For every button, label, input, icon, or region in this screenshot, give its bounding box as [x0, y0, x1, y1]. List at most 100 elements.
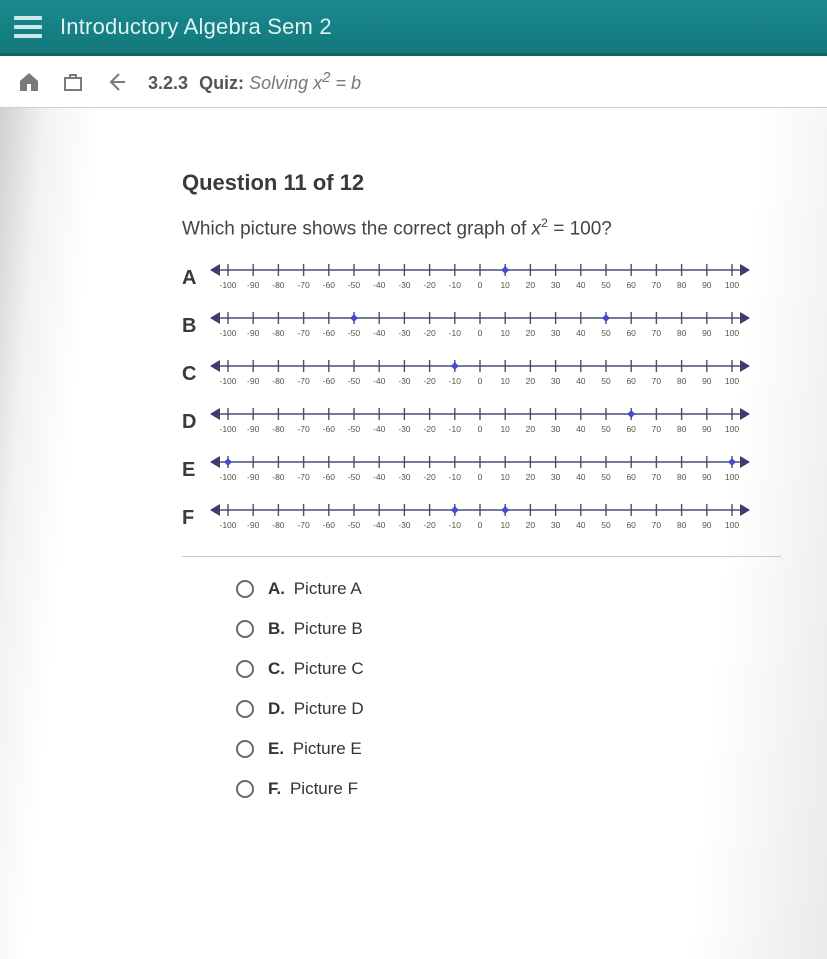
answer-option[interactable]: E. Picture E — [236, 739, 781, 759]
svg-text:90: 90 — [702, 376, 712, 386]
svg-text:70: 70 — [652, 328, 662, 338]
svg-text:60: 60 — [626, 280, 636, 290]
radio-icon[interactable] — [236, 700, 254, 718]
answer-options: A. Picture A B. Picture B C. Picture C D. P… — [182, 579, 781, 799]
svg-text:50: 50 — [601, 376, 611, 386]
svg-text:-40: -40 — [373, 328, 386, 338]
svg-text:40: 40 — [576, 520, 586, 530]
svg-text:10: 10 — [500, 520, 510, 530]
svg-text:-80: -80 — [272, 376, 285, 386]
svg-text:80: 80 — [677, 424, 687, 434]
home-icon[interactable] — [16, 69, 42, 95]
briefcase-icon[interactable] — [60, 69, 86, 95]
number-line: -100-90-80-70-60-50-40-30-20-10010203040… — [210, 498, 781, 538]
svg-text:-60: -60 — [323, 472, 336, 482]
svg-text:-50: -50 — [348, 280, 361, 290]
svg-text:-20: -20 — [423, 424, 436, 434]
svg-text:-30: -30 — [398, 376, 411, 386]
svg-text:20: 20 — [526, 424, 536, 434]
svg-text:-30: -30 — [398, 280, 411, 290]
svg-text:80: 80 — [677, 328, 687, 338]
answer-option[interactable]: B. Picture B — [236, 619, 781, 639]
svg-text:-40: -40 — [373, 424, 386, 434]
svg-text:90: 90 — [702, 424, 712, 434]
svg-text:-80: -80 — [272, 520, 285, 530]
number-line-row: B-100-90-80-70-60-50-40-30-20-1001020304… — [182, 306, 781, 346]
svg-text:-20: -20 — [423, 472, 436, 482]
svg-text:-100: -100 — [219, 280, 236, 290]
svg-text:60: 60 — [626, 520, 636, 530]
svg-text:70: 70 — [652, 424, 662, 434]
answer-option-label: A. Picture A — [268, 579, 362, 599]
question-content: Question 11 of 12 Which picture shows th… — [0, 108, 827, 959]
svg-text:-40: -40 — [373, 376, 386, 386]
svg-text:0: 0 — [478, 376, 483, 386]
radio-icon[interactable] — [236, 580, 254, 598]
back-arrow-icon[interactable] — [104, 69, 130, 95]
svg-text:100: 100 — [725, 472, 739, 482]
svg-text:-50: -50 — [348, 328, 361, 338]
svg-text:30: 30 — [551, 280, 561, 290]
svg-text:100: 100 — [725, 520, 739, 530]
answer-option[interactable]: D. Picture D — [236, 699, 781, 719]
svg-text:-50: -50 — [348, 472, 361, 482]
answer-option-label: C. Picture C — [268, 659, 364, 679]
svg-text:-90: -90 — [247, 520, 260, 530]
line-letter: C — [182, 363, 210, 386]
svg-text:10: 10 — [500, 280, 510, 290]
svg-text:-20: -20 — [423, 376, 436, 386]
svg-text:40: 40 — [576, 280, 586, 290]
svg-text:-90: -90 — [247, 328, 260, 338]
answer-option-label: B. Picture B — [268, 619, 363, 639]
number-line-row: F-100-90-80-70-60-50-40-30-20-1001020304… — [182, 498, 781, 538]
svg-text:20: 20 — [526, 328, 536, 338]
top-bar: Introductory Algebra Sem 2 — [0, 0, 827, 56]
answer-option-label: D. Picture D — [268, 699, 364, 719]
line-letter: B — [182, 315, 210, 338]
svg-text:-40: -40 — [373, 520, 386, 530]
svg-text:-80: -80 — [272, 280, 285, 290]
line-letter: D — [182, 411, 210, 434]
number-line-row: A-100-90-80-70-60-50-40-30-20-1001020304… — [182, 258, 781, 298]
svg-text:-20: -20 — [423, 520, 436, 530]
number-line: -100-90-80-70-60-50-40-30-20-10010203040… — [210, 402, 781, 442]
svg-text:100: 100 — [725, 280, 739, 290]
svg-text:80: 80 — [677, 280, 687, 290]
number-line: -100-90-80-70-60-50-40-30-20-10010203040… — [210, 354, 781, 394]
svg-text:0: 0 — [478, 472, 483, 482]
svg-text:20: 20 — [526, 376, 536, 386]
svg-text:-70: -70 — [297, 472, 310, 482]
answer-option[interactable]: C. Picture C — [236, 659, 781, 679]
radio-icon[interactable] — [236, 780, 254, 798]
svg-text:80: 80 — [677, 376, 687, 386]
radio-icon[interactable] — [236, 660, 254, 678]
svg-text:-100: -100 — [219, 328, 236, 338]
svg-text:20: 20 — [526, 520, 536, 530]
answer-option[interactable]: F. Picture F — [236, 779, 781, 799]
svg-text:90: 90 — [702, 472, 712, 482]
svg-text:-80: -80 — [272, 328, 285, 338]
menu-icon[interactable] — [14, 16, 42, 38]
answer-option[interactable]: A. Picture A — [236, 579, 781, 599]
svg-text:0: 0 — [478, 280, 483, 290]
number-line-row: C-100-90-80-70-60-50-40-30-20-1001020304… — [182, 354, 781, 394]
svg-text:70: 70 — [652, 376, 662, 386]
svg-text:10: 10 — [500, 424, 510, 434]
svg-text:100: 100 — [725, 424, 739, 434]
svg-text:-60: -60 — [323, 280, 336, 290]
svg-text:40: 40 — [576, 376, 586, 386]
svg-text:30: 30 — [551, 424, 561, 434]
svg-text:90: 90 — [702, 328, 712, 338]
svg-text:50: 50 — [601, 280, 611, 290]
svg-text:-30: -30 — [398, 472, 411, 482]
svg-text:70: 70 — [652, 472, 662, 482]
line-letter: E — [182, 459, 210, 482]
divider — [182, 556, 781, 557]
svg-text:-100: -100 — [219, 376, 236, 386]
course-title: Introductory Algebra Sem 2 — [60, 14, 332, 40]
question-header: Question 11 of 12 — [182, 170, 781, 196]
svg-text:90: 90 — [702, 520, 712, 530]
radio-icon[interactable] — [236, 740, 254, 758]
svg-text:60: 60 — [626, 424, 636, 434]
radio-icon[interactable] — [236, 620, 254, 638]
